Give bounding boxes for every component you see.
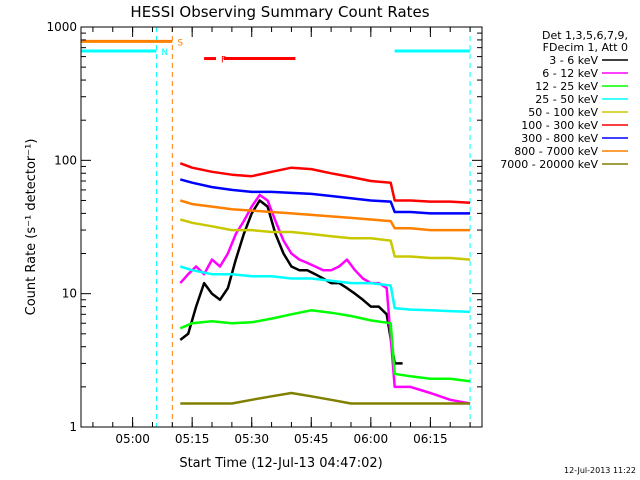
x-tick-label-1: 05:15 [175, 432, 210, 446]
flag-label-0: S [177, 38, 183, 48]
y-tick-label-1: 10 [62, 287, 77, 301]
series-line-5 [179, 162, 471, 205]
x-axis-label: Start Time (12-Jul-13 04:47:02) [179, 456, 382, 471]
series-line-6 [179, 178, 471, 215]
series-line-3 [179, 265, 471, 314]
legend-label-3: 25 - 50 keV [535, 93, 598, 106]
plot-frame [80, 26, 483, 428]
series-line-2 [179, 309, 471, 383]
legend-label-6: 300 - 800 keV [521, 132, 598, 145]
series-line-7 [179, 199, 471, 232]
series-line-8 [180, 391, 471, 405]
legend-label-4: 50 - 100 keV [528, 106, 598, 119]
legend-label-1: 6 - 12 keV [542, 67, 598, 80]
x-tick-label-0: 05:00 [115, 432, 150, 446]
legend-label-7: 800 - 7000 keV [514, 145, 598, 158]
legend-header-1: FDecim 1, Att 0 [543, 41, 628, 54]
y-tick-label-2: 100 [54, 153, 77, 167]
series-line-0 [179, 199, 403, 365]
y-axis-label: Count Rate (s⁻¹ detector⁻¹) [24, 139, 39, 316]
legend-label-5: 100 - 300 keV [521, 119, 598, 132]
legend: Det 1,3,5,6,7,9,FDecim 1, Att 03 - 6 keV… [500, 29, 628, 171]
timestamp: 12-Jul-2013 11:22 [564, 466, 636, 475]
flag-label-2: F [221, 56, 226, 66]
legend-label-0: 3 - 6 keV [549, 54, 598, 67]
flag-label-1: N [161, 48, 168, 58]
x-tick-label-2: 05:30 [234, 432, 269, 446]
series-line-1 [179, 193, 471, 405]
chart-title: HESSI Observing Summary Count Rates [130, 3, 429, 21]
legend-header-0: Det 1,3,5,6,7,9, [542, 29, 628, 42]
legend-label-2: 12 - 25 keV [535, 80, 598, 93]
x-tick-label-3: 05:45 [294, 432, 329, 446]
y-tick-label-3: 1000 [46, 20, 77, 34]
series-line-4 [179, 218, 471, 261]
y-tick-label-0: 1 [69, 420, 77, 434]
x-tick-label-5: 06:15 [413, 432, 448, 446]
legend-label-8: 7000 - 20000 keV [500, 158, 598, 171]
x-tick-label-4: 06:00 [354, 432, 389, 446]
